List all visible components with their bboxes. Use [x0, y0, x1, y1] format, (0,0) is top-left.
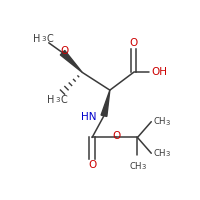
Text: H: H [33, 34, 41, 44]
Polygon shape [60, 50, 82, 72]
Text: 3: 3 [165, 120, 169, 126]
Text: CH: CH [153, 117, 166, 126]
Text: OH: OH [151, 67, 167, 77]
Text: O: O [129, 38, 138, 48]
Text: 3: 3 [56, 97, 60, 103]
Text: 3: 3 [165, 151, 169, 157]
Text: 3: 3 [42, 36, 46, 42]
Text: CH: CH [153, 149, 166, 158]
Text: HN: HN [81, 112, 96, 122]
Text: O: O [88, 160, 96, 170]
Text: H: H [47, 95, 54, 105]
Polygon shape [101, 90, 110, 116]
Text: 3: 3 [141, 164, 146, 170]
Text: C: C [47, 34, 54, 44]
Text: O: O [60, 46, 69, 56]
Text: CH: CH [130, 162, 142, 171]
Text: O: O [113, 131, 121, 141]
Text: C: C [61, 95, 67, 105]
